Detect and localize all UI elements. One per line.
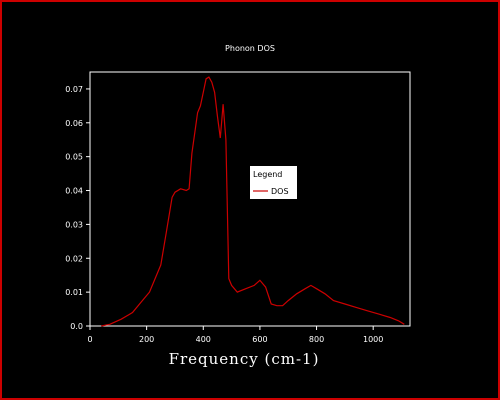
plot-area-frame (89, 71, 411, 327)
x-axis: 0 200 400 600 800 1000 (87, 326, 383, 344)
legend-box (250, 166, 297, 199)
y-tick-label: 0.06 (65, 119, 83, 128)
x-tick-label: 1000 (363, 335, 383, 344)
chart-title: Phonon DOS (225, 44, 275, 53)
legend: Legend DOS (250, 166, 297, 199)
y-tick-label: 0.07 (65, 85, 83, 94)
x-tick-label: 200 (139, 335, 154, 344)
x-axis-label: Frequency (cm-1) (169, 350, 320, 368)
y-tick-label: 0.02 (65, 254, 83, 263)
y-tick-label: 0.01 (65, 288, 83, 297)
legend-title: Legend (253, 170, 282, 179)
y-tick-label: 0.0 (70, 322, 83, 331)
x-tick-label: 0 (87, 335, 92, 344)
y-tick-label: 0.03 (65, 220, 83, 229)
x-tick-label: 400 (196, 335, 211, 344)
series-line-dos (101, 76, 405, 327)
legend-label-dos: DOS (271, 187, 289, 196)
x-tick-label: 800 (309, 335, 324, 344)
y-tick-label: 0.04 (65, 187, 83, 196)
y-axis: 0.0 0.01 0.02 0.03 0.04 0.05 0.06 0.07 (65, 85, 90, 331)
y-tick-label: 0.05 (65, 153, 83, 162)
x-tick-label: 600 (252, 335, 267, 344)
